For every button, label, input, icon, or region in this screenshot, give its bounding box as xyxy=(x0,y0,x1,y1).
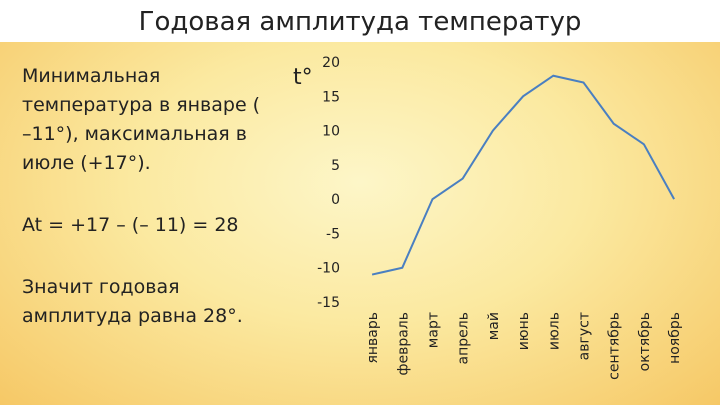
body-text: температура в январе ( xyxy=(22,94,260,116)
x-tick-label: февраль xyxy=(395,312,411,376)
body-text: –11°), максимальная в xyxy=(22,123,247,145)
x-tick-label: ноябрь xyxy=(667,312,683,364)
data-line xyxy=(371,74,675,276)
x-tick-label: июль xyxy=(546,312,562,350)
body-text: июле (+17°). xyxy=(22,152,151,174)
slide-title: Годовая амплитуда температур xyxy=(139,7,582,37)
y-tick-label: -15 xyxy=(317,295,340,311)
body-text: амплитуда равна 28°. xyxy=(22,305,243,327)
y-tick-label: 0 xyxy=(331,192,340,208)
y-tick-label: 5 xyxy=(331,158,340,174)
x-tick-label: октябрь xyxy=(637,312,653,371)
x-tick-label: март xyxy=(426,312,442,348)
y-axis-label: t° xyxy=(293,65,313,90)
body-text: Минимальная xyxy=(22,65,160,87)
body-text: Значит годовая xyxy=(22,276,180,298)
x-tick-label: сентябрь xyxy=(607,312,623,380)
x-tick-label: май xyxy=(486,312,502,340)
y-tick-label: -10 xyxy=(317,261,340,277)
title-band xyxy=(0,0,720,42)
y-tick-label: -5 xyxy=(326,226,340,242)
x-tick-label: январь xyxy=(365,312,381,364)
x-tick-label: апрель xyxy=(456,312,472,364)
y-tick-label: 15 xyxy=(322,89,340,105)
y-tick-label: 10 xyxy=(322,124,340,140)
x-tick-label: август xyxy=(577,312,593,360)
y-tick-label: 20 xyxy=(322,55,340,71)
body-text: At = +17 – (– 11) = 28 xyxy=(22,214,239,236)
x-tick-label: июнь xyxy=(516,312,532,350)
